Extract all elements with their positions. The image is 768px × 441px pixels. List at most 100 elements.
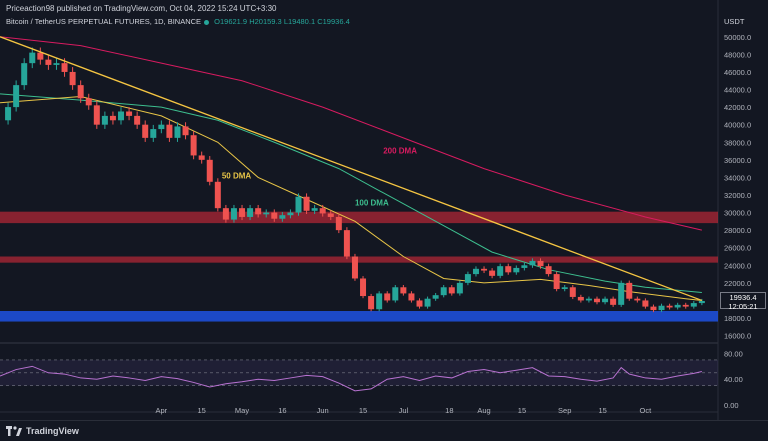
- x-tick-label-9: 15: [518, 406, 526, 415]
- y-tick-label-2: 46000.0: [724, 68, 751, 77]
- candle-body-59: [472, 268, 479, 275]
- candle-body-10: [77, 85, 84, 99]
- current-price: 19936.4: [729, 293, 757, 302]
- dma200-line: [0, 36, 702, 231]
- candle-body-51: [408, 293, 415, 301]
- candle-body-8: [61, 63, 68, 72]
- rsi-tick-label-1: 40.00: [724, 375, 743, 384]
- x-tick-label-1: 15: [198, 406, 206, 415]
- candle-body-80: [642, 300, 649, 307]
- y-tick-label-13: 24000.0: [724, 261, 751, 270]
- candle-body-77: [618, 282, 625, 305]
- candle-body-4: [29, 52, 36, 64]
- candle-body-68: [545, 266, 552, 275]
- candle-body-75: [602, 298, 609, 303]
- candle-body-39: [311, 208, 318, 211]
- candle-body-21: [166, 124, 173, 138]
- x-tick-label-3: 16: [278, 406, 286, 415]
- y-tick-label-0: 50000.0: [724, 33, 751, 42]
- candle-body-86: [690, 303, 697, 307]
- y-tick-label-16: 18000.0: [724, 314, 751, 323]
- current-price-tag: 19936.4 12:05:21: [720, 292, 766, 311]
- y-tick-label-3: 44000.0: [724, 86, 751, 95]
- candle-body-53: [424, 298, 431, 307]
- ohlc-low: L19480.1: [283, 17, 316, 26]
- footer-brand[interactable]: TradingView: [26, 426, 79, 436]
- candle-body-44: [351, 256, 358, 279]
- candle-body-52: [416, 300, 423, 307]
- y-tick-label-8: 34000.0: [724, 173, 751, 182]
- x-tick-label-8: Aug: [477, 406, 490, 415]
- candle-body-12: [93, 105, 100, 125]
- ohlc-open: O19621.9: [214, 17, 248, 26]
- tradingview-logo-icon[interactable]: [6, 426, 22, 436]
- publisher-text: Priceaction98 published on TradingView.c…: [6, 4, 277, 13]
- candle-body-78: [626, 282, 633, 299]
- trendline: [0, 36, 703, 302]
- ohlc-high: H20159.3: [249, 17, 282, 26]
- candle-body-81: [650, 306, 657, 311]
- price-pane: [0, 28, 718, 340]
- candle-body-58: [464, 274, 471, 283]
- candle-body-2: [13, 85, 20, 108]
- candle-body-71: [569, 287, 576, 297]
- annotation-0: 200 DMA: [383, 147, 417, 156]
- candle-body-14: [109, 115, 116, 121]
- annotation-2: 100 DMA: [355, 199, 389, 208]
- candle-body-26: [206, 159, 213, 182]
- candle-body-25: [198, 155, 205, 160]
- x-tick-label-0: Apr: [156, 406, 168, 415]
- candle-body-69: [553, 274, 560, 290]
- candle-body-9: [69, 71, 76, 86]
- candle-body-62: [497, 266, 504, 276]
- price-chart[interactable]: 50000.0 48000.0 46000.0 44000.0 42000.0 40000…: [0, 0, 768, 420]
- dma50-line: [0, 96, 702, 301]
- x-tick-label-10: Sep: [558, 406, 571, 415]
- y-tick-label-11: 28000.0: [724, 226, 751, 235]
- candle-body-22: [174, 126, 181, 138]
- currency-label: USDT: [724, 17, 745, 26]
- candle-body-6: [45, 59, 52, 65]
- candle-body-28: [222, 208, 229, 220]
- candle-body-3: [21, 63, 28, 86]
- candle-body-61: [489, 270, 496, 276]
- candle-body-5: [37, 52, 44, 60]
- y-tick-label-14: 22000.0: [724, 279, 751, 288]
- candle-body-27: [214, 181, 221, 209]
- x-tick-label-11: 15: [598, 406, 606, 415]
- candle-body-41: [327, 213, 334, 217]
- candle-body-50: [400, 287, 407, 294]
- dma100-line: [0, 93, 702, 294]
- candle-body-43: [343, 230, 350, 257]
- resistance-zone: [0, 211, 718, 224]
- candle-body-1: [5, 107, 12, 121]
- candle-body-24: [190, 135, 197, 156]
- rsi-line: [0, 365, 702, 392]
- ohlc-close: C19936.4: [317, 17, 350, 26]
- candle-body-55: [440, 287, 447, 296]
- x-tick-label-4: Jun: [317, 406, 329, 415]
- y-tick-label-17: 16000.0: [724, 332, 751, 341]
- candle-body-84: [674, 304, 681, 308]
- rsi-tick-label-2: 0.00: [724, 401, 739, 410]
- candle-body-79: [634, 298, 641, 301]
- y-tick-label-9: 32000.0: [724, 191, 751, 200]
- candle-body-46: [368, 296, 375, 310]
- footer-bar: TradingView: [0, 420, 768, 441]
- symbol-line: Bitcoin / TetherUS PERPETUAL FUTURES, 1D…: [6, 17, 350, 26]
- rsi-tick-label-0: 80.00: [724, 349, 743, 358]
- candle-body-15: [118, 111, 125, 121]
- candle-body-63: [505, 266, 512, 273]
- candle-body-54: [432, 295, 439, 299]
- candle-body-17: [134, 115, 141, 125]
- candle-body-16: [126, 111, 133, 116]
- candle-body-45: [360, 278, 367, 297]
- candle-body-18: [142, 124, 149, 138]
- symbol-name[interactable]: Bitcoin / TetherUS PERPETUAL FUTURES, 1D…: [6, 17, 202, 26]
- candle-body-34: [271, 212, 278, 219]
- candle-body-11: [85, 98, 92, 106]
- candle-body-20: [158, 124, 165, 130]
- rsi-band: [0, 359, 718, 386]
- candle-body-56: [448, 287, 455, 294]
